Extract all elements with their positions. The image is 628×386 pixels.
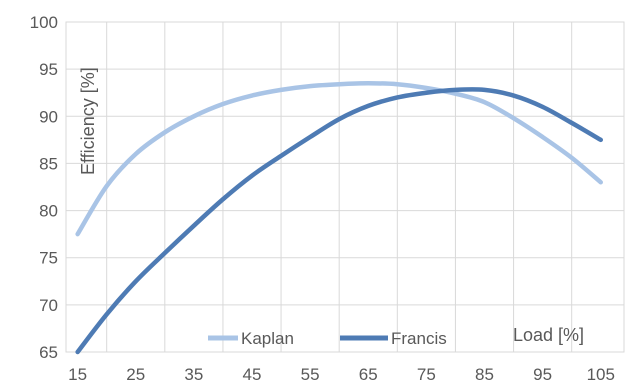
series-line-francis	[75, 87, 603, 355]
y-tick-label: 80	[39, 202, 58, 221]
y-tick-label: 90	[39, 107, 58, 126]
x-tick-label: 15	[68, 365, 87, 384]
legend-label-francis: Francis	[391, 329, 447, 348]
legend-label-kaplan: Kaplan	[241, 329, 294, 348]
series-lines	[75, 81, 603, 355]
x-tick-label: 35	[184, 365, 203, 384]
x-tick-label: 45	[243, 365, 262, 384]
y-tick-label: 65	[39, 343, 58, 362]
x-tick-label: 95	[533, 365, 552, 384]
x-tick-label: 55	[301, 365, 320, 384]
y-tick-label: 70	[39, 296, 58, 315]
legend: Kaplan Francis	[208, 329, 447, 348]
y-tick-label: 95	[39, 60, 58, 79]
plot-area-border	[65, 21, 625, 353]
y-tick-label: 100	[30, 13, 58, 32]
axis-labels: 65 70 75 80 85 90 95 100 15 25 35 45 55 65 75 85 95 105	[30, 13, 615, 384]
x-tick-label: 25	[126, 365, 145, 384]
x-axis-title: Load [%]	[513, 325, 584, 345]
x-tick-label: 105	[587, 365, 615, 384]
x-tick-label: 65	[359, 365, 378, 384]
y-tick-label: 85	[39, 154, 58, 173]
x-tick-label: 75	[417, 365, 436, 384]
grid-lines	[65, 21, 625, 353]
y-axis-title: Efficiency [%]	[78, 67, 98, 175]
series-line-kaplan	[75, 81, 603, 237]
x-tick-label: 85	[475, 365, 494, 384]
y-tick-label: 75	[39, 249, 58, 268]
